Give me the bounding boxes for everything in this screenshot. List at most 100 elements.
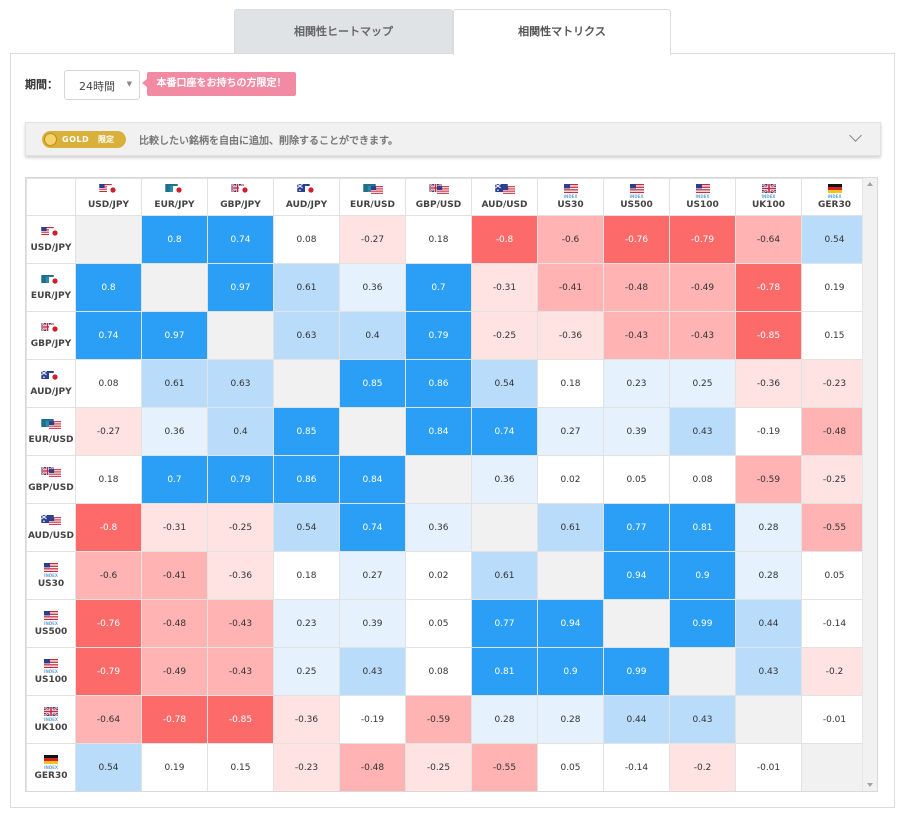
column-header[interactable]: INDEX US500	[603, 178, 670, 216]
matrix-cell: 0.18	[273, 551, 340, 600]
column-header[interactable]: USD/JPY	[75, 178, 142, 216]
matrix-cell: 0.9	[537, 647, 604, 696]
matrix-cell: 0.05	[405, 599, 472, 648]
correlation-matrix: USD/JPY EUR/JPY GBP/JPY AUD/JPY EUR/USD GBP/U…	[25, 177, 878, 792]
column-header[interactable]: EUR/USD	[339, 178, 406, 216]
row-header[interactable]: EUR/USD	[26, 407, 76, 456]
matrix-cell: 0.7	[405, 263, 472, 312]
matrix-cell: -0.79	[669, 215, 736, 264]
matrix-cell: 0.28	[537, 695, 604, 744]
row-header[interactable]: INDEX US100	[26, 647, 76, 696]
row-header[interactable]: INDEX UK100	[26, 695, 76, 744]
matrix-cell: 0.81	[669, 503, 736, 552]
gold-feature-bar[interactable]: GOLD 限定 比較したい銘柄を自由に追加、削除することができます。	[25, 122, 881, 156]
matrix-cell-diagonal	[669, 647, 736, 696]
matrix-cell: 0.84	[405, 407, 472, 456]
matrix-cell: -0.25	[207, 503, 274, 552]
matrix-cell: 0.79	[405, 311, 472, 360]
index-sub-label: INDEX	[761, 194, 776, 199]
flag-icon	[41, 418, 61, 429]
matrix-cell: 0.39	[339, 599, 406, 648]
row-header[interactable]: USD/JPY	[26, 215, 76, 264]
matrix-cell: 0.36	[141, 407, 208, 456]
matrix-row: GBP/USD 0.18 0.7 0.79 0.86 0.84 0.36 0.02 0.05 0.…	[26, 455, 868, 504]
matrix-cell: -0.27	[75, 407, 142, 456]
matrix-cell: 0.39	[603, 407, 670, 456]
row-header[interactable]: INDEX GER30	[26, 743, 76, 791]
column-header[interactable]: EUR/JPY	[141, 178, 208, 216]
tab-heatmap[interactable]: 相関性ヒートマップ	[234, 9, 453, 54]
flag-icon	[41, 226, 61, 237]
matrix-cell: -0.25	[801, 455, 868, 504]
matrix-cell: 0.08	[273, 215, 340, 264]
matrix-cell: -0.14	[603, 743, 670, 791]
matrix-cell: 0.54	[801, 215, 868, 264]
matrix-cell-diagonal	[273, 359, 340, 408]
row-header[interactable]: GBP/USD	[26, 455, 76, 504]
column-header-label: EUR/JPY	[154, 200, 195, 210]
matrix-cell: -0.23	[273, 743, 340, 791]
vertical-scrollbar[interactable]	[862, 178, 877, 791]
matrix-cell: -0.55	[801, 503, 868, 552]
column-header[interactable]: AUD/USD	[471, 178, 538, 216]
matrix-cell: 0.86	[405, 359, 472, 408]
matrix-cell: 0.25	[273, 647, 340, 696]
scroll-down-icon[interactable]	[867, 783, 873, 787]
flag-icon	[428, 183, 449, 194]
scroll-up-icon[interactable]	[867, 182, 873, 186]
matrix-cell: -0.01	[735, 743, 802, 791]
row-header[interactable]: EUR/JPY	[26, 263, 76, 312]
column-header-label: GER30	[818, 200, 851, 210]
matrix-cell: -0.48	[141, 599, 208, 648]
matrix-cell: -0.31	[141, 503, 208, 552]
row-header[interactable]: AUD/USD	[26, 503, 76, 552]
matrix-cell: 0.36	[471, 455, 538, 504]
row-header-label: US100	[34, 674, 68, 685]
flag-icon: INDEX	[41, 658, 61, 674]
matrix-cell: -0.49	[669, 263, 736, 312]
matrix-cell: 0.77	[471, 599, 538, 648]
matrix-row: INDEX US100 -0.79 -0.49 -0.43 0.25 0.43 0.08 0.8…	[26, 647, 868, 696]
flag-icon	[41, 370, 61, 381]
row-header[interactable]: GBP/JPY	[26, 311, 76, 360]
matrix-cell-diagonal	[141, 263, 208, 312]
matrix-cell: 0.19	[141, 743, 208, 791]
row-header[interactable]: AUD/JPY	[26, 359, 76, 408]
matrix-cell: 0.77	[603, 503, 670, 552]
period-label: 期間：	[25, 78, 58, 91]
matrix-cell: -0.36	[273, 695, 340, 744]
flag-icon	[494, 183, 515, 194]
matrix-cell: -0.6	[537, 215, 604, 264]
badge-pointer	[142, 79, 147, 87]
flag-icon	[40, 465, 61, 477]
column-header[interactable]: INDEX US100	[669, 178, 736, 216]
matrix-cell: 0.85	[339, 359, 406, 408]
matrix-cell: -0.43	[669, 311, 736, 360]
matrix-cell: -0.23	[801, 359, 868, 408]
column-header[interactable]: INDEX GER30	[801, 178, 868, 216]
row-header[interactable]: INDEX US30	[26, 551, 76, 600]
column-header[interactable]: INDEX US30	[537, 178, 604, 216]
matrix-cell: 0.27	[339, 551, 406, 600]
matrix-cell: -0.36	[207, 551, 274, 600]
row-header[interactable]: INDEX US500	[26, 599, 76, 648]
column-header-label: AUD/USD	[481, 200, 528, 210]
period-select[interactable]: 24時間 ▼	[64, 70, 140, 100]
index-sub-label: INDEX	[563, 194, 578, 199]
column-header-label: US100	[686, 200, 719, 210]
column-header[interactable]: GBP/USD	[405, 178, 472, 216]
matrix-cell: 0.54	[75, 743, 142, 791]
matrix-cell: 0.74	[207, 215, 274, 264]
matrix-cell: -0.36	[537, 311, 604, 360]
column-header[interactable]: AUD/JPY	[273, 178, 340, 216]
row-header-label: GER30	[34, 770, 68, 781]
column-header[interactable]: INDEX UK100	[735, 178, 802, 216]
gold-coin-icon	[44, 133, 57, 146]
tab-matrix[interactable]: 相関性マトリクス	[453, 9, 671, 55]
matrix-cell: 0.28	[471, 695, 538, 744]
chevron-down-icon[interactable]	[849, 129, 862, 142]
column-header[interactable]: GBP/JPY	[207, 178, 274, 216]
matrix-cell: -0.78	[141, 695, 208, 744]
matrix-cell: 0.97	[207, 263, 274, 312]
gold-badge-sub: 限定	[98, 135, 114, 144]
